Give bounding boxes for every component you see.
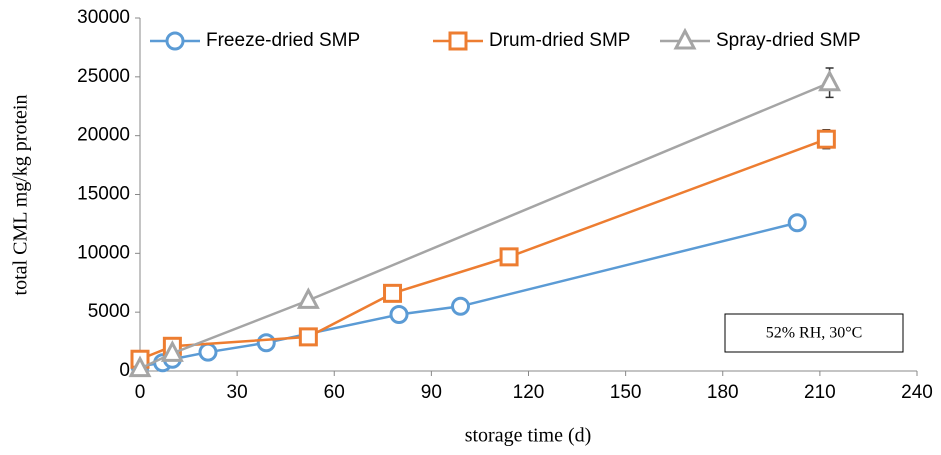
legend-marker <box>673 27 697 50</box>
marker <box>128 355 152 378</box>
annotation: 52% RH, 30°C <box>766 325 863 342</box>
x-tick-label: 180 <box>707 382 739 403</box>
marker <box>816 129 836 149</box>
x-axis-label: storage time (d) <box>465 425 592 447</box>
marker <box>198 342 218 362</box>
legend-label: Drum-dried SMP <box>489 30 630 51</box>
y-tick-label: 10000 <box>77 242 130 263</box>
x-tick-label: 240 <box>901 382 933 403</box>
y-tick-label: 30000 <box>77 7 130 28</box>
marker <box>383 283 403 303</box>
marker <box>451 296 471 316</box>
x-tick-label: 210 <box>804 382 836 403</box>
marker <box>256 333 276 353</box>
x-tick-label: 90 <box>421 382 442 403</box>
y-tick-label: 25000 <box>77 66 130 87</box>
y-tick-label: 20000 <box>77 125 130 146</box>
marker <box>787 213 807 233</box>
x-tick-label: 120 <box>513 382 545 403</box>
series-line <box>139 81 831 370</box>
y-tick-label: 15000 <box>77 184 130 205</box>
marker <box>298 327 318 347</box>
x-tick-label: 30 <box>227 382 248 403</box>
marker <box>296 287 320 309</box>
marker <box>818 69 842 92</box>
legend-marker <box>165 31 185 51</box>
x-tick-label: 60 <box>324 382 345 403</box>
marker <box>389 305 409 325</box>
marker <box>499 247 519 267</box>
y-axis-label: total CML mg/kg protein <box>10 95 32 296</box>
x-tick-label: 0 <box>135 382 146 403</box>
legend-label: Freeze-dried SMP <box>206 30 360 51</box>
legend-marker <box>448 31 468 51</box>
y-tick-label: 5000 <box>88 301 130 322</box>
marker <box>160 340 184 362</box>
annotation-box <box>724 313 904 353</box>
legend-label: Spray-dried SMP <box>716 30 861 51</box>
x-tick-label: 150 <box>610 382 642 403</box>
y-tick-label: 0 <box>119 360 130 381</box>
